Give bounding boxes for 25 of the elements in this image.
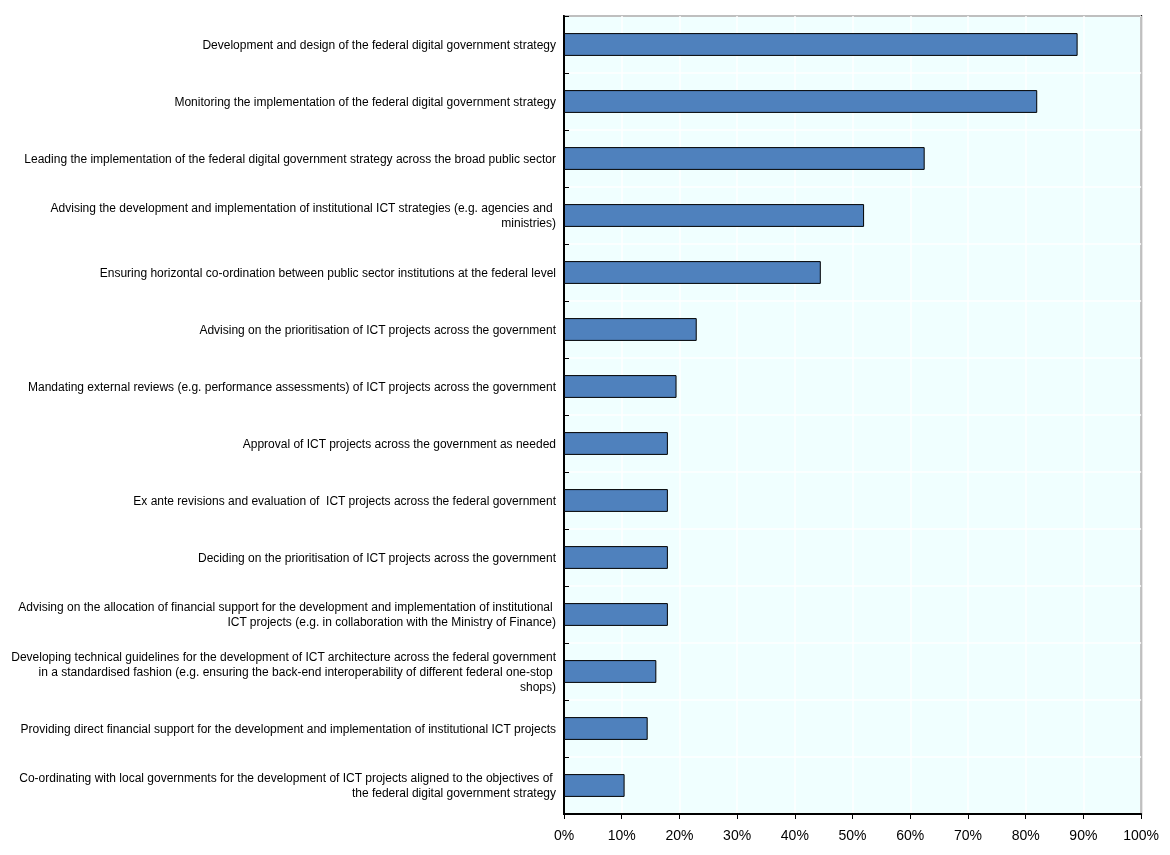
y-tick-label: Developing technical guidelines for the development of ICT architecture across the federal government in a standardised fashion (e.g. ensuring the back-end interoperability of different federal one-stop shops) [11,649,557,694]
x-tick-label: 100% [1123,827,1159,843]
x-tick-label: 70% [953,827,982,843]
x-tick-label: 30% [723,827,752,843]
x-tick-label: 50% [838,827,867,843]
y-tick-label: Development and design of the federal digital government strategy [202,37,556,52]
x-tick-label: 0% [553,827,575,843]
x-tick-label: 80% [1011,827,1040,843]
y-tick-label: Advising on the prioritisation of ICT projects across the government [199,322,557,337]
y-tick-label: Advising the development and implementation of institutional ICT strategies (e.g. agencies and ministries) [50,201,556,230]
x-tick-label: 20% [665,827,694,843]
x-tick-label: 90% [1069,827,1098,843]
y-tick-label: Leading the implementation of the federal digital government strategy across the broad public sector [24,151,556,166]
y-tick-label: Ex ante revisions and evaluation of ICT projects across the federal government [133,493,557,508]
y-tick-label: Mandating external reviews (e.g. performance assessments) of ICT projects across the government [27,379,557,394]
y-tick-label: Ensuring horizontal co-ordination between public sector institutions at the federal level [99,265,556,280]
y-tick-label: Providing direct financial support for the development and implementation of institutional ICT projects [20,721,556,736]
y-tick-label: Monitoring the implementation of the federal digital government strategy [174,94,556,109]
y-tick-label: Deciding on the prioritisation of ICT projects across the government [198,550,557,565]
y-tick-label: Co-ordinating with local governments for the development of ICT projects aligned to the objectives of the federal digital government strategy [19,771,556,800]
x-tick-label: 60% [896,827,925,843]
x-tick-label: 40% [780,827,809,843]
x-tick-label: 10% [607,827,636,843]
y-tick-label: Approval of ICT projects across the government as needed [242,436,556,451]
y-tick-label: Advising on the allocation of financial support for the development and implementation of institutional ICT projects (e.g. in collaboration with the Ministry of Finance) [18,600,556,629]
